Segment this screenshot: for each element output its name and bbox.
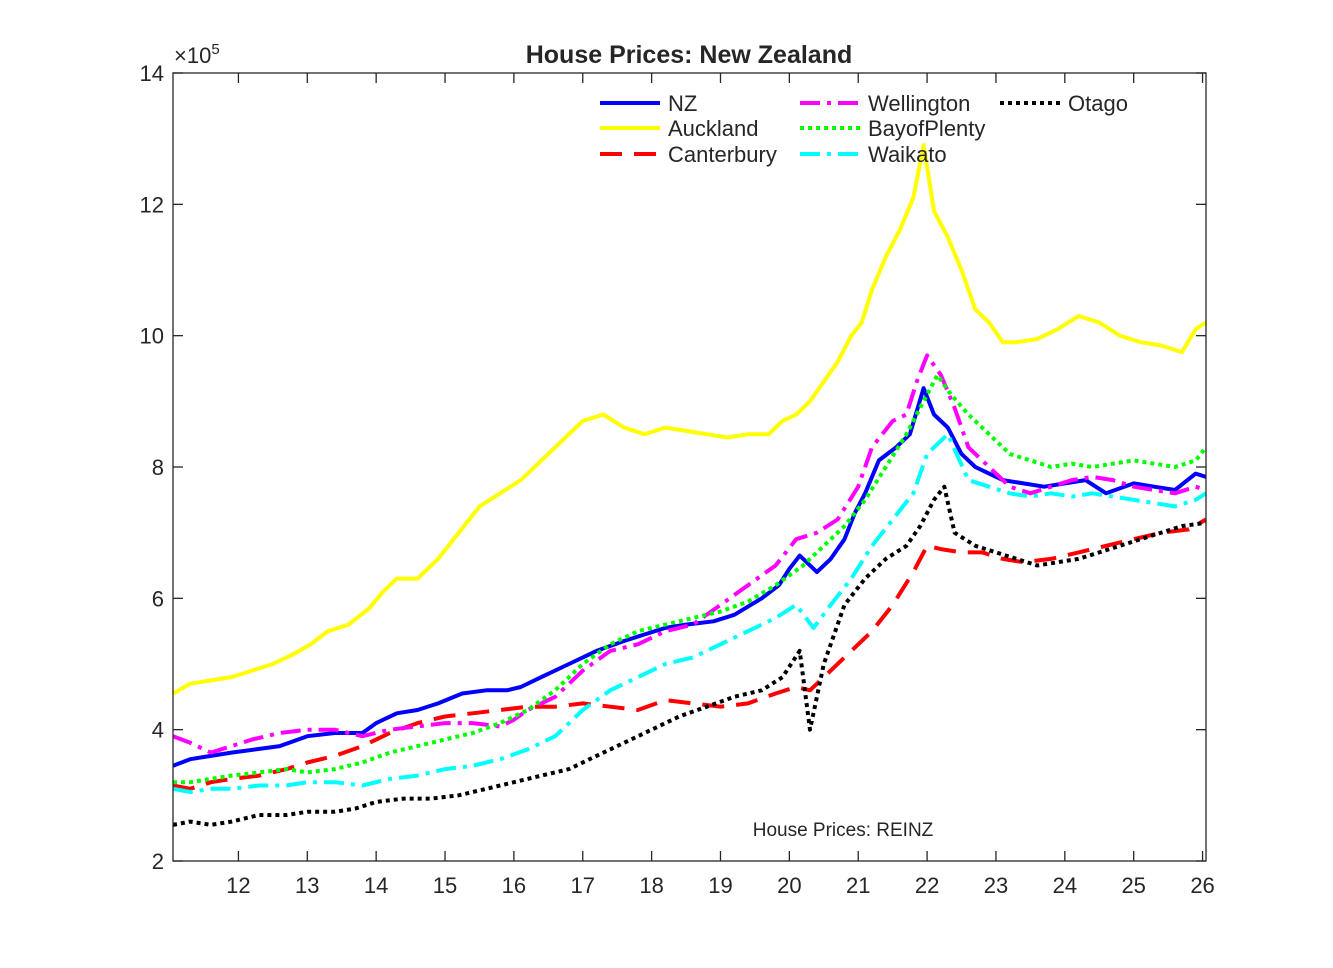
x-tick-label: 14	[364, 873, 388, 898]
x-tick-label: 16	[502, 873, 526, 898]
x-tick-label: 22	[915, 873, 939, 898]
y-tick-label: 12	[140, 192, 164, 217]
y-tick-label: 14	[140, 61, 164, 86]
plot-area	[173, 73, 1206, 861]
y-tick-label: 10	[140, 324, 164, 349]
legend-label-waikato: Waikato	[868, 142, 947, 167]
legend-label-bayofplenty: BayofPlenty	[868, 116, 985, 141]
x-tick-label: 18	[639, 873, 663, 898]
x-tick-label: 15	[433, 873, 457, 898]
source-annotation: House Prices: REINZ	[753, 820, 934, 841]
y-exponent-power: 5	[211, 41, 219, 58]
legend-label-nz: NZ	[668, 91, 697, 116]
x-tick-label: 13	[295, 873, 319, 898]
series-layer	[172, 143, 1208, 827]
legend-label-otago: Otago	[1068, 91, 1128, 116]
legend-label-wellington: Wellington	[868, 91, 970, 116]
legend-label-canterbury: Canterbury	[668, 142, 777, 167]
y-exponent-label: ×105	[174, 41, 220, 68]
y-exponent-base: ×10	[174, 43, 211, 68]
series-line-bayofplenty	[173, 373, 1208, 785]
x-tick-label: 26	[1190, 873, 1214, 898]
y-tick-label: 4	[152, 718, 164, 743]
x-tick-label: 17	[571, 873, 595, 898]
y-tick-label: 6	[152, 586, 164, 611]
series-line-auckland	[172, 143, 1208, 696]
legend-label-auckland: Auckland	[668, 116, 759, 141]
y-tick-label: 8	[152, 455, 164, 480]
x-tick-label: 20	[777, 873, 801, 898]
x-tick-label: 21	[846, 873, 870, 898]
x-tick-label: 24	[1053, 873, 1077, 898]
x-tick-label: 12	[226, 873, 250, 898]
x-tick-label: 19	[708, 873, 732, 898]
x-tick-label: 25	[1121, 873, 1145, 898]
x-tick-label: 23	[984, 873, 1008, 898]
series-line-waikato	[172, 432, 1208, 794]
chart-title: House Prices: New Zealand	[526, 41, 853, 69]
series-line-wellington	[172, 353, 1207, 755]
y-tick-label: 2	[152, 849, 164, 874]
